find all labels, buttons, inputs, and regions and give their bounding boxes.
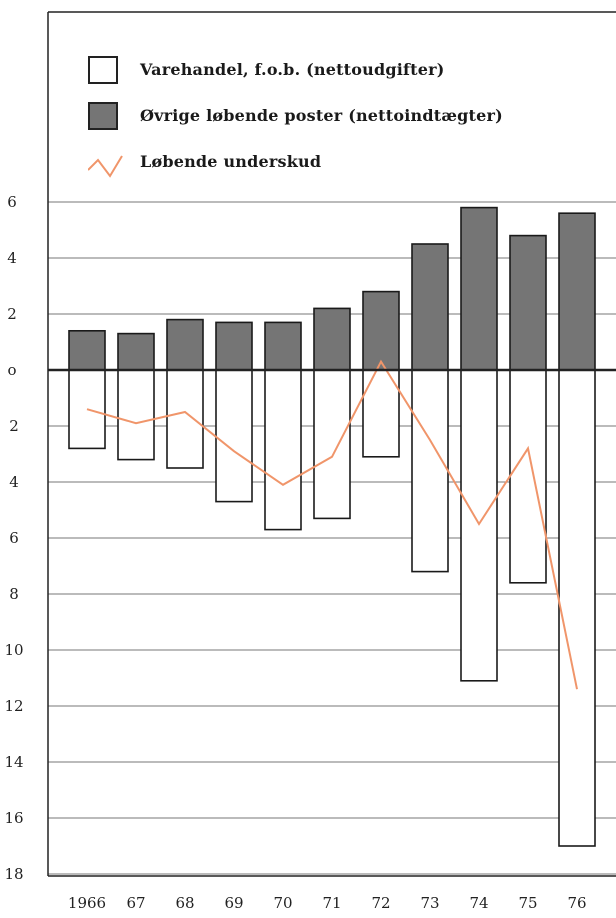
x-tick-label: 76	[567, 894, 586, 912]
x-tick-label: 75	[518, 894, 537, 912]
y-tick-label: 10	[4, 641, 23, 659]
bar-other-current	[509, 234, 547, 371]
x-tick-label: 68	[175, 894, 194, 912]
axes	[47, 11, 616, 877]
legend-swatch-white-icon	[88, 56, 118, 84]
y-tick-label: o	[7, 361, 16, 379]
y-tick-label: 6	[9, 529, 19, 547]
bar-other-current	[460, 206, 498, 371]
x-tick-label: 73	[420, 894, 439, 912]
bar-other-current	[313, 307, 351, 371]
legend-label: Løbende underskud	[140, 152, 322, 171]
x-tick-label: 72	[371, 894, 390, 912]
x-tick-label: 71	[322, 894, 341, 912]
legend-line-icon	[88, 155, 123, 178]
legend-label: Varehandel, f.o.b. (nettoudgifter)	[140, 60, 445, 79]
y-tick-label: 12	[4, 697, 23, 715]
deficit-line	[86, 359, 578, 690]
bar-goods-trade	[264, 369, 302, 531]
bar-other-current	[68, 329, 106, 371]
bar-goods-trade	[509, 369, 547, 584]
bar-other-current	[215, 321, 253, 371]
y-tick-label: 18	[4, 865, 23, 883]
x-tick-label: 69	[224, 894, 243, 912]
bar-other-current	[362, 290, 400, 371]
bar-other-current	[264, 321, 302, 371]
x-tick-label: 74	[469, 894, 488, 912]
bar-other-current	[411, 243, 449, 371]
x-tick-label: 1966	[68, 894, 106, 912]
y-tick-label: 4	[7, 249, 17, 267]
y-tick-label: 2	[7, 305, 17, 323]
bar-goods-trade	[313, 369, 351, 520]
y-tick-label: 14	[4, 753, 23, 771]
bar-goods-trade	[215, 369, 253, 503]
bars	[68, 206, 596, 847]
bar-goods-trade	[166, 369, 204, 469]
y-tick-label: 6	[7, 193, 17, 211]
y-tick-label: 2	[9, 417, 19, 435]
bar-other-current	[558, 212, 596, 371]
y-tick-label: 16	[4, 809, 23, 827]
bar-goods-trade	[411, 369, 449, 573]
bar-goods-trade	[117, 369, 155, 461]
bar-other-current	[166, 318, 204, 371]
bar-goods-trade	[558, 369, 596, 847]
bar-other-current	[117, 332, 155, 371]
legend-label: Øvrige løbende poster (nettoindtægter)	[140, 106, 503, 125]
legend-swatch-dark-icon	[88, 102, 118, 130]
line-series	[86, 359, 578, 690]
y-tick-label: 4	[9, 473, 19, 491]
x-tick-label: 70	[273, 894, 292, 912]
x-tick-label: 67	[126, 894, 145, 912]
y-tick-label: 8	[9, 585, 19, 603]
